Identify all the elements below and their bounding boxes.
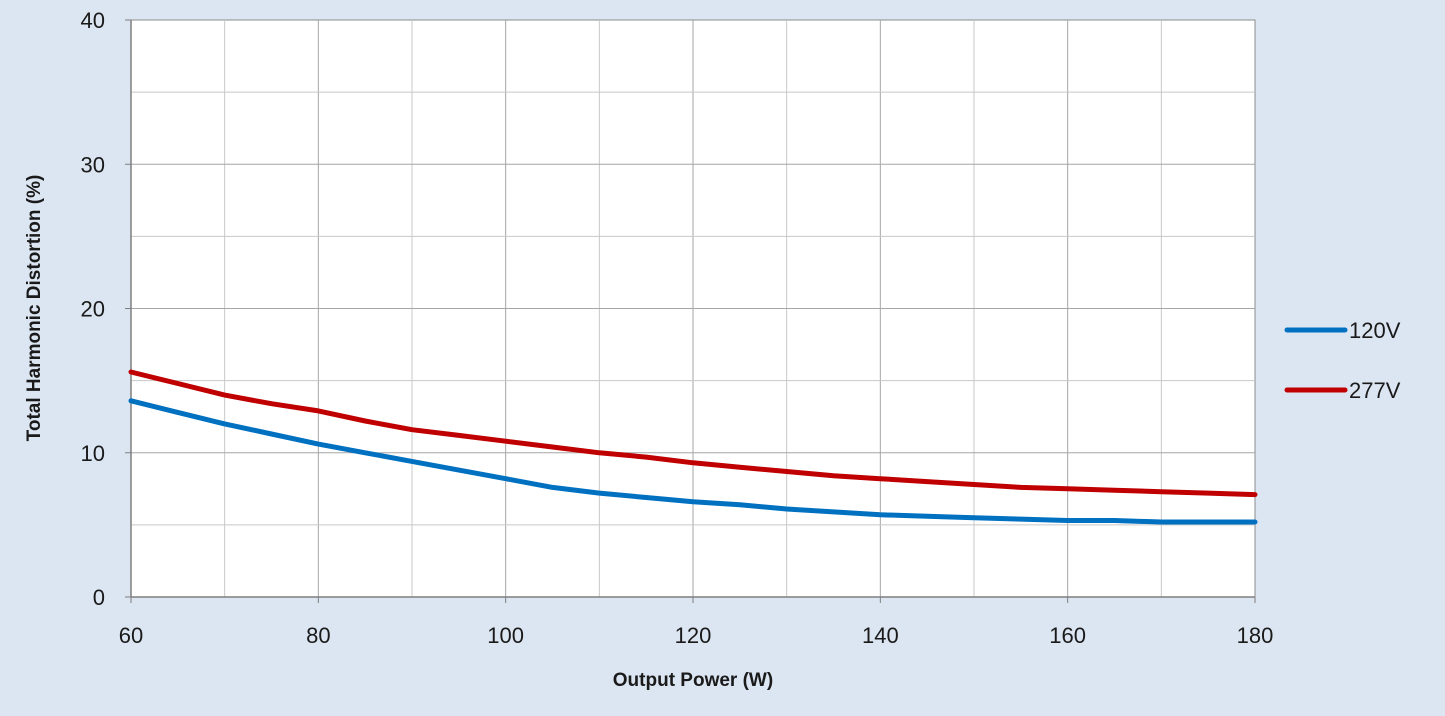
legend-label-277V: 277V (1349, 378, 1401, 403)
x-axis-title: Output Power (W) (613, 670, 773, 691)
y-tick-label: 0 (93, 585, 105, 610)
x-tick-label: 100 (487, 623, 524, 648)
y-tick-label: 10 (81, 441, 105, 466)
x-tick-label: 120 (675, 623, 712, 648)
legend: 120V 277V (1284, 318, 1401, 403)
axes: 60 80 100 120 140 160 180 0 10 20 30 40 (81, 8, 1274, 648)
y-axis-title: Total Harmonic Distortion (%) (24, 175, 45, 442)
x-tick-label: 160 (1049, 623, 1086, 648)
x-tick-label: 60 (119, 623, 143, 648)
legend-label-120V: 120V (1349, 318, 1401, 343)
series-group (128, 369, 1258, 525)
y-tick-label: 30 (81, 152, 105, 177)
x-tick-label: 180 (1237, 623, 1274, 648)
series-line-277V (128, 369, 1258, 498)
y-tick-label: 20 (81, 297, 105, 322)
series-line-120V (128, 398, 1258, 525)
x-tick-label: 140 (862, 623, 899, 648)
x-tick-label: 80 (306, 623, 330, 648)
y-tick-label: 40 (81, 8, 105, 33)
